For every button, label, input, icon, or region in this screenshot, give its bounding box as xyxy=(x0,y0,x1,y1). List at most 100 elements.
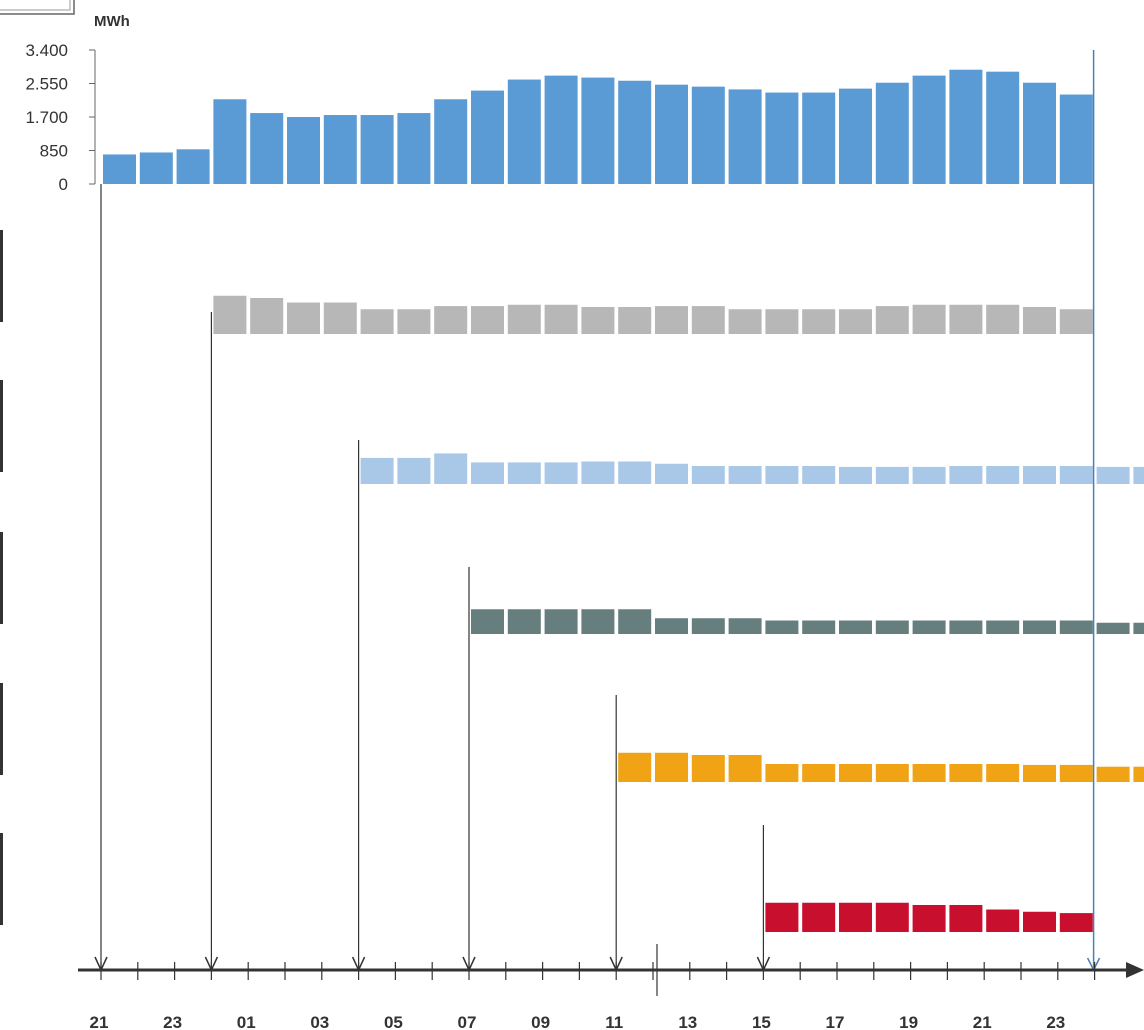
x-axis-arrowhead xyxy=(1126,962,1144,978)
bar xyxy=(949,466,983,484)
bar xyxy=(360,115,394,184)
bar xyxy=(875,306,909,334)
bar xyxy=(802,764,836,782)
bar xyxy=(912,764,946,782)
bar xyxy=(839,764,872,782)
bar xyxy=(544,609,578,634)
x-tick-label: 21 xyxy=(973,1013,992,1030)
bar xyxy=(765,466,799,484)
x-axis: 21 23 01 03 05 07 09 11 13 15 17 19 21 23 xyxy=(78,944,1144,1030)
bar xyxy=(949,905,983,932)
bar xyxy=(507,304,541,334)
x-tick-label: 21 xyxy=(90,1013,109,1030)
bar xyxy=(655,463,688,484)
bar xyxy=(949,304,983,334)
bar xyxy=(802,902,836,932)
bar xyxy=(434,453,468,484)
bar xyxy=(875,902,909,932)
y-tick-label: 0 xyxy=(59,175,68,194)
bar xyxy=(728,618,762,634)
y-tick-label: 1.700 xyxy=(25,108,68,127)
bar xyxy=(507,462,541,484)
bar xyxy=(802,309,836,334)
bar xyxy=(618,752,652,782)
bar xyxy=(949,69,983,184)
x-tick-label: 19 xyxy=(899,1013,918,1030)
bar xyxy=(765,902,799,932)
bar xyxy=(1059,620,1093,634)
bar xyxy=(581,307,615,334)
bar xyxy=(250,298,284,334)
bar xyxy=(986,764,1020,782)
bar xyxy=(728,466,762,484)
bar xyxy=(765,92,799,184)
bar xyxy=(471,609,504,634)
bar xyxy=(912,620,946,634)
bar xyxy=(765,764,799,782)
bar xyxy=(1096,466,1130,484)
bar xyxy=(618,307,652,334)
x-tick-label: 23 xyxy=(1046,1013,1065,1030)
bar xyxy=(986,304,1020,334)
bar xyxy=(875,466,909,484)
bar xyxy=(765,309,799,334)
bar xyxy=(397,457,431,484)
x-tick-label: 23 xyxy=(163,1013,182,1030)
series-2 xyxy=(213,295,1093,334)
bar xyxy=(912,905,946,932)
bar xyxy=(544,304,578,334)
bar xyxy=(691,306,725,334)
series-6 xyxy=(765,902,1093,932)
bar xyxy=(1133,622,1144,634)
bar xyxy=(176,149,210,184)
bar xyxy=(471,462,504,484)
bar xyxy=(139,152,173,184)
bar xyxy=(839,88,872,184)
bar xyxy=(397,113,431,184)
bar xyxy=(986,620,1020,634)
bar xyxy=(1023,620,1056,634)
bar xyxy=(323,302,357,334)
bar xyxy=(802,620,836,634)
y-tick-label: 3.400 xyxy=(25,41,68,60)
bar xyxy=(802,92,836,184)
bar xyxy=(986,466,1020,484)
bar xyxy=(287,117,320,184)
bar xyxy=(287,302,320,334)
bar xyxy=(839,309,872,334)
bar xyxy=(581,461,615,484)
bar xyxy=(986,909,1020,932)
x-tick-label: 03 xyxy=(310,1013,329,1030)
bar xyxy=(213,295,247,334)
bar xyxy=(323,115,357,184)
bar xyxy=(360,309,394,334)
bar xyxy=(949,764,983,782)
bar xyxy=(103,154,136,184)
bar xyxy=(581,77,615,184)
bar xyxy=(1096,622,1130,634)
bar xyxy=(655,84,688,184)
x-tick-label: 15 xyxy=(752,1013,771,1030)
bar xyxy=(728,309,762,334)
bar xyxy=(250,113,284,184)
bar xyxy=(434,306,468,334)
x-tick-label: 11 xyxy=(605,1013,623,1030)
bar xyxy=(471,306,504,334)
guide-arrows xyxy=(94,50,1101,972)
x-tick-label: 17 xyxy=(826,1013,845,1030)
bar xyxy=(1023,307,1056,334)
bar xyxy=(1059,309,1093,334)
bar xyxy=(728,755,762,782)
bar xyxy=(507,609,541,634)
series-layer xyxy=(103,69,1144,932)
legend-box-corner xyxy=(0,0,75,15)
series-5 xyxy=(618,752,1144,782)
y-axis-unit: MWh xyxy=(94,13,130,30)
bar xyxy=(581,609,615,634)
y-axis: 3.400 2.550 1.700 850 0 xyxy=(25,41,96,194)
bar xyxy=(618,609,652,634)
x-tick-label: 07 xyxy=(458,1013,477,1030)
bar xyxy=(618,80,652,184)
y-tick-label: 2.550 xyxy=(25,75,68,94)
x-tick-label: 01 xyxy=(237,1013,256,1030)
